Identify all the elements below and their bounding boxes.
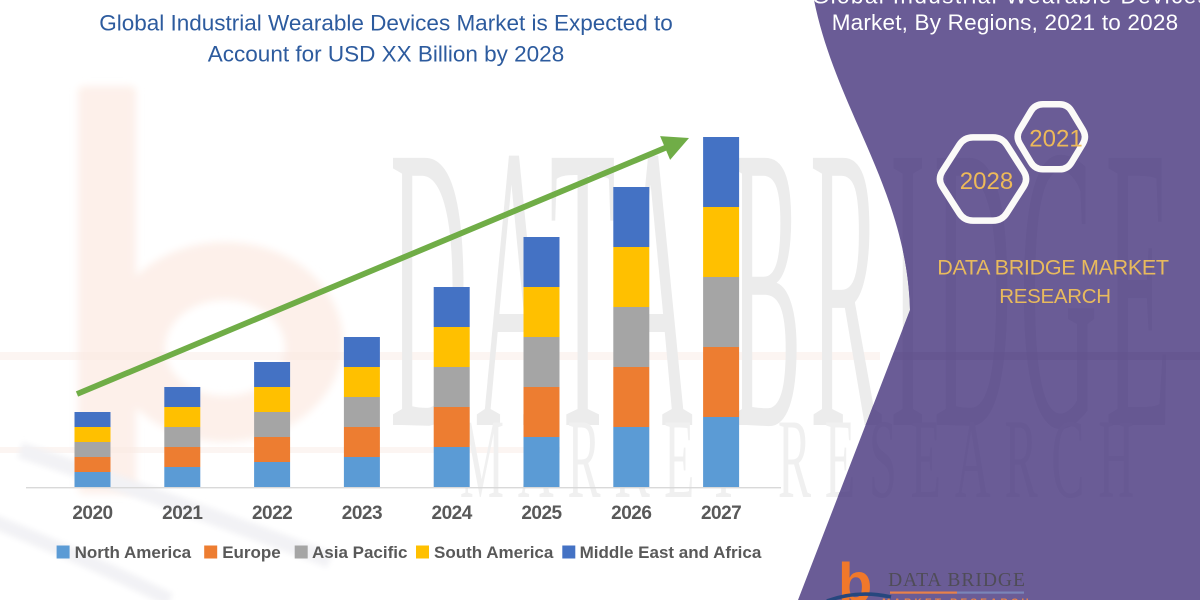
svg-text:MARKET RESEARCH: MARKET RESEARCH: [882, 598, 1032, 600]
svg-text:Europe: Europe: [222, 543, 281, 562]
svg-text:2028: 2028: [960, 168, 1013, 195]
svg-text:2020: 2020: [72, 503, 112, 524]
svg-text:South America: South America: [434, 543, 554, 562]
svg-text:Account for USD XX Billion by: Account for USD XX Billion by 2028: [208, 42, 564, 67]
svg-text:b: b: [838, 551, 872, 600]
svg-text:2022: 2022: [252, 503, 292, 524]
svg-text:2023: 2023: [342, 503, 382, 524]
svg-text:DATA BRIDGE MARKET: DATA BRIDGE MARKET: [937, 256, 1169, 280]
svg-text:2027: 2027: [701, 503, 741, 524]
svg-text:Global Industrial Wearable Dev: Global Industrial Wearable Devices Marke…: [99, 11, 673, 36]
svg-text:North America: North America: [75, 543, 192, 562]
svg-text:Global Industrial Wearable Dev: Global Industrial Wearable Devices: [812, 0, 1200, 9]
svg-text:2026: 2026: [611, 503, 651, 524]
svg-text:2021: 2021: [162, 503, 203, 524]
svg-text:2024: 2024: [432, 503, 473, 524]
svg-text:2025: 2025: [521, 503, 562, 524]
svg-text:DATA BRIDGE: DATA BRIDGE: [888, 570, 1026, 591]
svg-text:Asia Pacific: Asia Pacific: [312, 543, 407, 562]
svg-text:Middle East and Africa: Middle East and Africa: [580, 543, 762, 562]
svg-text:RESEARCH: RESEARCH: [999, 285, 1111, 308]
svg-text:2021: 2021: [1029, 126, 1082, 153]
svg-text:Market, By Regions, 2021 to 20: Market, By Regions, 2021 to 2028: [832, 10, 1179, 35]
